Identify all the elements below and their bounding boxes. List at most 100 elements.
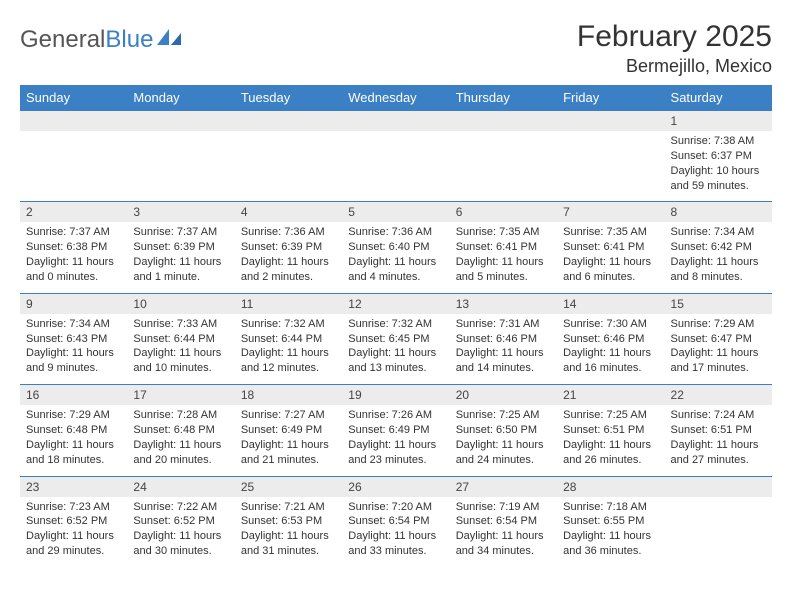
daylight-text: Daylight: 11 hours and 36 minutes. <box>563 529 658 559</box>
weekday-header: Sunday <box>20 85 127 111</box>
day-number-cell: 3 <box>127 202 234 223</box>
sunrise-text: Sunrise: 7:26 AM <box>348 408 443 423</box>
day-content-cell: Sunrise: 7:25 AMSunset: 6:51 PMDaylight:… <box>557 405 664 476</box>
day-number-cell <box>557 111 664 132</box>
day-content-cell: Sunrise: 7:32 AMSunset: 6:45 PMDaylight:… <box>342 314 449 385</box>
sunset-text: Sunset: 6:43 PM <box>26 332 121 347</box>
sunset-text: Sunset: 6:39 PM <box>241 240 336 255</box>
day-number-cell: 12 <box>342 293 449 314</box>
day-content-cell: Sunrise: 7:20 AMSunset: 6:54 PMDaylight:… <box>342 497 449 567</box>
sunset-text: Sunset: 6:48 PM <box>26 423 121 438</box>
weekday-header-row: Sunday Monday Tuesday Wednesday Thursday… <box>20 85 772 111</box>
day-number-cell: 4 <box>235 202 342 223</box>
day-number-cell: 6 <box>450 202 557 223</box>
sunset-text: Sunset: 6:45 PM <box>348 332 443 347</box>
day-content-cell: Sunrise: 7:34 AMSunset: 6:43 PMDaylight:… <box>20 314 127 385</box>
day-content-cell <box>235 131 342 202</box>
sunrise-text: Sunrise: 7:36 AM <box>241 225 336 240</box>
day-number-cell: 8 <box>665 202 772 223</box>
day-content-cell: Sunrise: 7:37 AMSunset: 6:38 PMDaylight:… <box>20 222 127 293</box>
sunset-text: Sunset: 6:41 PM <box>456 240 551 255</box>
day-content-cell: Sunrise: 7:26 AMSunset: 6:49 PMDaylight:… <box>342 405 449 476</box>
day-content-cell: Sunrise: 7:36 AMSunset: 6:39 PMDaylight:… <box>235 222 342 293</box>
daylight-text: Daylight: 11 hours and 24 minutes. <box>456 438 551 468</box>
sunrise-text: Sunrise: 7:22 AM <box>133 500 228 515</box>
sunset-text: Sunset: 6:51 PM <box>563 423 658 438</box>
day-content-row: Sunrise: 7:23 AMSunset: 6:52 PMDaylight:… <box>20 497 772 567</box>
day-content-cell: Sunrise: 7:34 AMSunset: 6:42 PMDaylight:… <box>665 222 772 293</box>
day-number-cell: 28 <box>557 476 664 497</box>
day-number-cell: 17 <box>127 385 234 406</box>
sunset-text: Sunset: 6:51 PM <box>671 423 766 438</box>
day-number-cell: 27 <box>450 476 557 497</box>
day-content-cell: Sunrise: 7:29 AMSunset: 6:47 PMDaylight:… <box>665 314 772 385</box>
sunset-text: Sunset: 6:54 PM <box>456 514 551 529</box>
daylight-text: Daylight: 11 hours and 2 minutes. <box>241 255 336 285</box>
day-number-row: 16171819202122 <box>20 385 772 406</box>
sunset-text: Sunset: 6:39 PM <box>133 240 228 255</box>
daylight-text: Daylight: 11 hours and 14 minutes. <box>456 346 551 376</box>
day-number-cell: 13 <box>450 293 557 314</box>
day-content-cell: Sunrise: 7:35 AMSunset: 6:41 PMDaylight:… <box>557 222 664 293</box>
calendar-table: Sunday Monday Tuesday Wednesday Thursday… <box>20 85 772 567</box>
sunrise-text: Sunrise: 7:34 AM <box>26 317 121 332</box>
day-number-cell: 1 <box>665 111 772 132</box>
daylight-text: Daylight: 11 hours and 0 minutes. <box>26 255 121 285</box>
day-content-row: Sunrise: 7:37 AMSunset: 6:38 PMDaylight:… <box>20 222 772 293</box>
day-content-cell: Sunrise: 7:27 AMSunset: 6:49 PMDaylight:… <box>235 405 342 476</box>
sunrise-text: Sunrise: 7:30 AM <box>563 317 658 332</box>
day-number-cell: 9 <box>20 293 127 314</box>
weekday-header: Monday <box>127 85 234 111</box>
sunset-text: Sunset: 6:40 PM <box>348 240 443 255</box>
daylight-text: Daylight: 11 hours and 13 minutes. <box>348 346 443 376</box>
day-number-cell: 7 <box>557 202 664 223</box>
daylight-text: Daylight: 11 hours and 9 minutes. <box>26 346 121 376</box>
sunrise-text: Sunrise: 7:37 AM <box>133 225 228 240</box>
sunrise-text: Sunrise: 7:32 AM <box>348 317 443 332</box>
daylight-text: Daylight: 11 hours and 8 minutes. <box>671 255 766 285</box>
sunset-text: Sunset: 6:37 PM <box>671 149 766 164</box>
day-content-cell: Sunrise: 7:24 AMSunset: 6:51 PMDaylight:… <box>665 405 772 476</box>
day-content-cell: Sunrise: 7:37 AMSunset: 6:39 PMDaylight:… <box>127 222 234 293</box>
daylight-text: Daylight: 11 hours and 31 minutes. <box>241 529 336 559</box>
day-content-cell: Sunrise: 7:18 AMSunset: 6:55 PMDaylight:… <box>557 497 664 567</box>
day-number-cell <box>20 111 127 132</box>
weekday-header: Saturday <box>665 85 772 111</box>
day-number-cell: 19 <box>342 385 449 406</box>
logo-sail-icon <box>157 26 183 54</box>
sunset-text: Sunset: 6:52 PM <box>26 514 121 529</box>
day-content-row: Sunrise: 7:38 AMSunset: 6:37 PMDaylight:… <box>20 131 772 202</box>
sunrise-text: Sunrise: 7:23 AM <box>26 500 121 515</box>
daylight-text: Daylight: 11 hours and 23 minutes. <box>348 438 443 468</box>
sunrise-text: Sunrise: 7:21 AM <box>241 500 336 515</box>
weekday-header: Wednesday <box>342 85 449 111</box>
day-number-cell <box>342 111 449 132</box>
sunset-text: Sunset: 6:42 PM <box>671 240 766 255</box>
day-number-cell: 22 <box>665 385 772 406</box>
day-number-cell: 11 <box>235 293 342 314</box>
calendar-body: 1Sunrise: 7:38 AMSunset: 6:37 PMDaylight… <box>20 111 772 567</box>
daylight-text: Daylight: 11 hours and 29 minutes. <box>26 529 121 559</box>
sunset-text: Sunset: 6:49 PM <box>348 423 443 438</box>
daylight-text: Daylight: 11 hours and 20 minutes. <box>133 438 228 468</box>
day-number-cell: 25 <box>235 476 342 497</box>
title-block: February 2025 Bermejillo, Mexico <box>577 20 772 77</box>
weekday-header: Tuesday <box>235 85 342 111</box>
sunrise-text: Sunrise: 7:24 AM <box>671 408 766 423</box>
day-content-cell: Sunrise: 7:29 AMSunset: 6:48 PMDaylight:… <box>20 405 127 476</box>
day-number-cell: 5 <box>342 202 449 223</box>
daylight-text: Daylight: 10 hours and 59 minutes. <box>671 164 766 194</box>
day-content-cell <box>342 131 449 202</box>
daylight-text: Daylight: 11 hours and 27 minutes. <box>671 438 766 468</box>
daylight-text: Daylight: 11 hours and 16 minutes. <box>563 346 658 376</box>
sunset-text: Sunset: 6:41 PM <box>563 240 658 255</box>
logo-text-blue: Blue <box>105 26 153 54</box>
day-number-cell: 21 <box>557 385 664 406</box>
day-number-cell: 26 <box>342 476 449 497</box>
sunrise-text: Sunrise: 7:25 AM <box>563 408 658 423</box>
day-content-cell <box>450 131 557 202</box>
sunset-text: Sunset: 6:55 PM <box>563 514 658 529</box>
sunset-text: Sunset: 6:52 PM <box>133 514 228 529</box>
day-content-cell: Sunrise: 7:31 AMSunset: 6:46 PMDaylight:… <box>450 314 557 385</box>
sunrise-text: Sunrise: 7:35 AM <box>456 225 551 240</box>
